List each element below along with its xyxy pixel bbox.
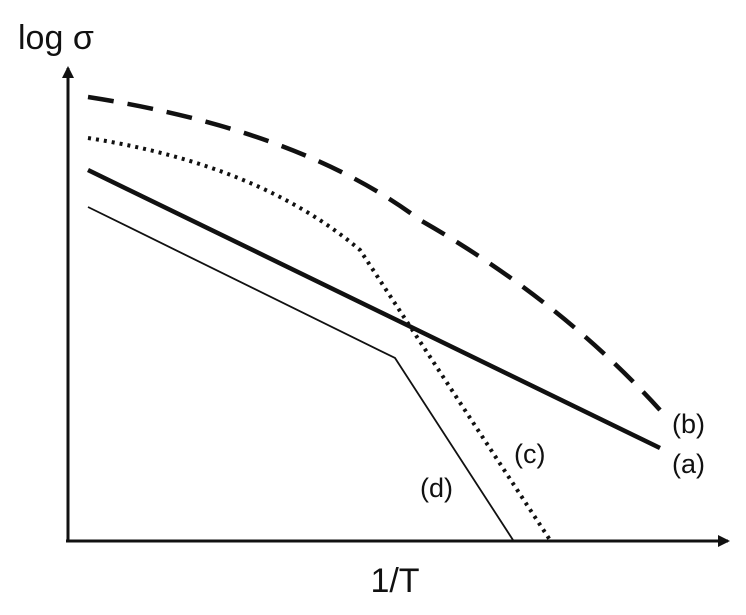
- curve-d: [87, 206, 514, 541]
- x-axis-title: 1/T: [370, 562, 419, 600]
- curve-label: (b): [672, 409, 705, 439]
- curve-label: (c): [514, 439, 545, 469]
- y-axis-title: log σ: [18, 19, 94, 57]
- curve-label: (a): [672, 449, 705, 479]
- curve-b: [87, 94, 662, 412]
- curve-c: [87, 136, 552, 542]
- curve-a: [87, 167, 661, 451]
- curve-label: (d): [420, 473, 453, 503]
